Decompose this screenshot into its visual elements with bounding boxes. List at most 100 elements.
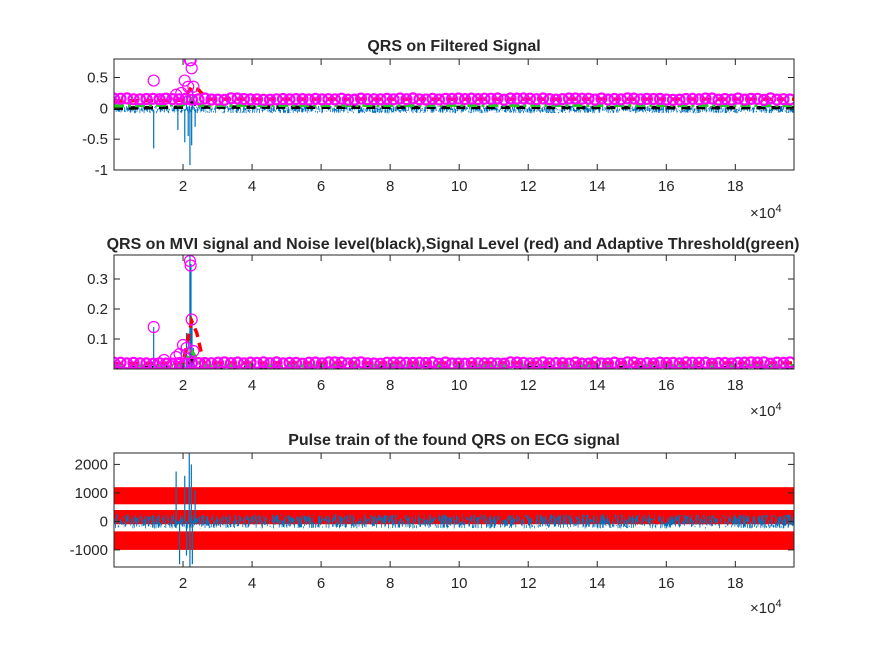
- qrs-peak-marker: [614, 93, 628, 106]
- qrs-peak-marker: [634, 93, 647, 106]
- qrs-peak-marker: [699, 356, 712, 369]
- y-tick-label: 0.2: [87, 301, 108, 318]
- qrs-peak-marker: [133, 357, 147, 369]
- qrs-peak-marker: [686, 92, 699, 106]
- qrs-peak-marker: [348, 93, 361, 106]
- pulse-band: [114, 487, 794, 505]
- qrs-peak-marker: [582, 92, 595, 105]
- qrs-peak-marker: [699, 92, 712, 105]
- qrs-peak-marker: [679, 92, 693, 106]
- qrs-peak-marker: [426, 356, 439, 369]
- axis-ticks: 2 4 6 8 10 12 14 16 18 0.1 0.2 0.3: [87, 254, 795, 394]
- qrs-peak-marker: [224, 92, 238, 105]
- qrs-peak-marker: [770, 356, 784, 369]
- x-tick-label: 18: [727, 178, 744, 195]
- qrs-peak-marker: [484, 92, 498, 105]
- qrs-peak-marker: [556, 357, 569, 369]
- qrs-peak-marker: [484, 357, 498, 369]
- qrs-peak-marker: [406, 92, 420, 105]
- qrs-peak-marker: [575, 92, 589, 105]
- qrs-peak-marker: [764, 92, 777, 105]
- qrs-peak-marker: [354, 356, 368, 369]
- qrs-peak-marker: [679, 356, 693, 369]
- qrs-peak-marker: [673, 93, 686, 106]
- x-tick-label: 6: [317, 178, 325, 195]
- qrs-peak-marker: [270, 356, 283, 369]
- qrs-peak-marker: [478, 92, 491, 105]
- y-tick-label: 0: [100, 100, 108, 117]
- qrs-peak-marker: [744, 92, 758, 106]
- qrs-peak-marker: [705, 92, 719, 105]
- qrs-peak-marker: [341, 357, 355, 369]
- qrs-peak-marker: [176, 338, 190, 352]
- qrs-peak-marker: [283, 356, 296, 369]
- qrs-peak-marker: [530, 357, 543, 369]
- qrs-peak-marker: [738, 93, 751, 106]
- qrs-peak-marker: [471, 92, 485, 106]
- x-tick-label: 16: [658, 575, 675, 592]
- qrs-peak-marker: [504, 356, 517, 369]
- qrs-peak-marker: [718, 92, 732, 106]
- qrs-peak-marker: [187, 344, 200, 358]
- qrs-peak-marker: [712, 356, 725, 369]
- qrs-peak-marker: [640, 357, 654, 369]
- qrs-peak-marker: [588, 93, 602, 106]
- qrs-peak-marker: [445, 92, 459, 105]
- qrs-peak-marker: [543, 92, 556, 106]
- qrs-peak-marker: [302, 356, 316, 369]
- qrs-peak-marker: [640, 92, 654, 106]
- qrs-peak-marker: [783, 356, 794, 369]
- qrs-peak-marker: [309, 92, 322, 106]
- x-exponent-label: ×104: [750, 598, 782, 617]
- qrs-peak-marker: [263, 357, 277, 369]
- qrs-peak-marker: [744, 356, 758, 369]
- subplot-filtered-signal: QRS on Filtered Signal 2 4 6 8 10 12 14 16 18 -1 -…: [82, 38, 795, 222]
- qrs-peak-marker: [686, 356, 699, 369]
- qrs-peak-marker: [406, 356, 420, 369]
- plot-content: [114, 59, 794, 166]
- qrs-peak-marker: [536, 92, 550, 105]
- qrs-peak-marker: [133, 93, 147, 106]
- qrs-peak-marker: [187, 80, 200, 93]
- y-tick-label: 1000: [75, 485, 108, 502]
- plot-content: [114, 453, 794, 567]
- x-tick-label: 6: [317, 575, 325, 592]
- qrs-peak-marker: [315, 357, 329, 369]
- qrs-peak-marker: [627, 92, 641, 105]
- axes-frame: [113, 452, 795, 568]
- plot-area: [113, 58, 795, 171]
- x-tick-label: 8: [386, 377, 394, 394]
- x-tick-label: 6: [317, 377, 325, 394]
- qrs-peak-marker: [157, 92, 171, 106]
- qrs-peak-marker: [621, 356, 634, 369]
- x-tick-label: 4: [248, 377, 256, 394]
- qrs-peak-marker: [673, 357, 686, 369]
- qrs-peak-marker: [361, 93, 374, 106]
- qrs-peak-marker: [198, 92, 212, 105]
- subplot-pulse-train: Pulse train of the found QRS on ECG sign…: [70, 432, 795, 617]
- qrs-peak-marker: [192, 357, 205, 369]
- qrs-peak-marker: [725, 93, 738, 106]
- qrs-peak-marker: [263, 93, 277, 106]
- qrs-peak-marker: [328, 356, 342, 369]
- qrs-peak-marker: [588, 356, 602, 369]
- qrs-peak-marker: [458, 92, 472, 106]
- x-tick-label: 4: [248, 178, 256, 195]
- x-exponent-label: ×104: [750, 203, 782, 222]
- qrs-peak-marker: [770, 93, 784, 106]
- x-tick-label: 8: [386, 575, 394, 592]
- qrs-peak-marker: [387, 93, 400, 106]
- qrs-peak-marker: [250, 356, 264, 369]
- qrs-peak-marker: [289, 92, 303, 106]
- y-tick-label: 0.3: [87, 271, 108, 288]
- qrs-peak-marker: [413, 93, 426, 106]
- qrs-peak-marker: [692, 356, 706, 369]
- qrs-peak-marker: [147, 74, 160, 87]
- qrs-peak-marker: [147, 320, 160, 334]
- x-tick-label: 14: [589, 377, 606, 394]
- subplot-title: QRS on Filtered Signal: [367, 38, 540, 55]
- qrs-peak-marker: [283, 93, 296, 106]
- qrs-peak-marker: [250, 93, 264, 106]
- qrs-peak-marker: [328, 93, 342, 106]
